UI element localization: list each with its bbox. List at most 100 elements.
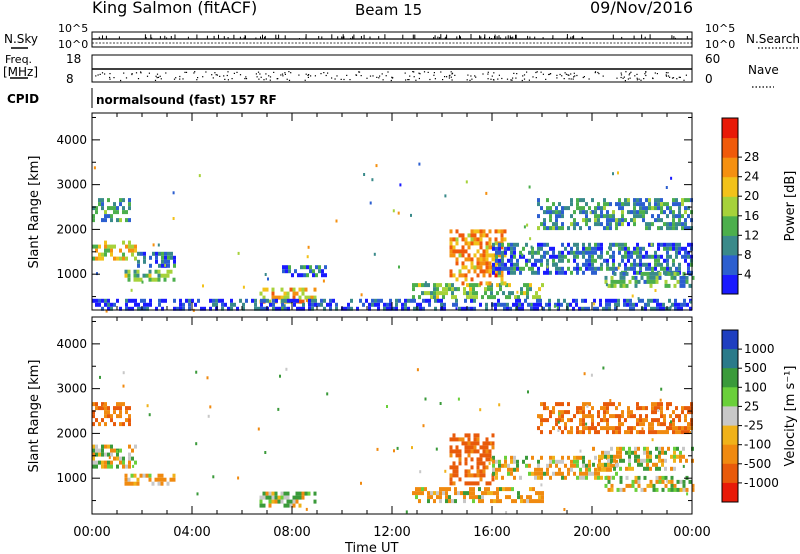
- echo-cell: [657, 242, 660, 247]
- echo-cell: [649, 283, 653, 288]
- echo-cell: [588, 242, 591, 247]
- echo-cell: [95, 418, 98, 423]
- echo-cell: [624, 262, 627, 267]
- echo-cell: [603, 214, 606, 219]
- echo-cell: [612, 414, 615, 419]
- echo-cell: [513, 266, 516, 271]
- echo-cell: [669, 226, 672, 231]
- echo-cell: [631, 275, 635, 280]
- echo-cell: [143, 259, 146, 264]
- echo-cell: [675, 214, 678, 219]
- echo-cell: [476, 469, 480, 474]
- echo-cell: [573, 258, 576, 263]
- echo-cell: [639, 214, 642, 219]
- echo-cell: [452, 433, 456, 438]
- echo-cell: [122, 422, 125, 427]
- echo-cell: [283, 295, 287, 300]
- echo-cell: [119, 448, 122, 453]
- echo-cell: [640, 462, 643, 467]
- nave-dot: [564, 72, 566, 74]
- nave-dot: [623, 76, 625, 78]
- echo-cell: [549, 414, 552, 419]
- echo-cell: [510, 471, 513, 476]
- echo-cell: [152, 243, 155, 247]
- nave-dot: [665, 75, 668, 77]
- echo-cell: [576, 475, 579, 480]
- echo-cell: [570, 250, 573, 255]
- echo-cell: [531, 250, 534, 255]
- echo-cell: [482, 461, 486, 466]
- echo-cell: [679, 450, 682, 455]
- echo-cell: [653, 306, 656, 311]
- echo-cell: [582, 402, 585, 407]
- echo-cell: [488, 237, 492, 242]
- echo-cell: [570, 246, 573, 251]
- echo-cell: [464, 445, 468, 450]
- nave-dot: [665, 74, 667, 76]
- echo-cell: [678, 266, 681, 271]
- echo-cell: [657, 262, 660, 267]
- echo-cell: [484, 487, 487, 492]
- echo-cell: [122, 384, 125, 388]
- nave-dot: [109, 76, 111, 79]
- echo-cell: [442, 491, 445, 496]
- echo-cell: [127, 269, 131, 274]
- echo-cell: [689, 306, 692, 311]
- echo-cell: [677, 302, 680, 307]
- echo-cell: [452, 302, 455, 307]
- echo-cell: [128, 240, 131, 245]
- echo-cell: [683, 302, 686, 307]
- echo-cell: [670, 466, 673, 471]
- echo-cell: [452, 237, 456, 242]
- echo-cell: [419, 306, 422, 311]
- echo-cell: [209, 405, 212, 409]
- echo-cell: [463, 291, 466, 296]
- echo-cell: [682, 446, 685, 451]
- echo-cell: [621, 414, 624, 419]
- echo-cell: [124, 481, 128, 486]
- echo-cell: [660, 430, 663, 435]
- nave-dot: [501, 77, 503, 80]
- echo-cell: [627, 254, 630, 259]
- echo-cell: [621, 422, 624, 427]
- echo-cell: [588, 414, 591, 419]
- noise-tick-bottom-right: 10^0: [705, 38, 735, 51]
- echo-cell: [458, 457, 462, 462]
- echo-cell: [496, 487, 499, 492]
- echo-cell: [510, 262, 513, 267]
- echo-cell: [570, 222, 573, 227]
- echo-cell: [686, 302, 689, 307]
- echo-cell: [445, 487, 448, 492]
- echo-cell: [502, 487, 505, 492]
- echo-cell: [110, 244, 113, 249]
- echo-cell: [669, 426, 672, 431]
- echo-cell: [567, 467, 570, 472]
- echo-cell: [644, 306, 647, 311]
- echo-cell: [254, 302, 257, 307]
- echo-cell: [283, 503, 287, 508]
- echo-cell: [531, 455, 534, 460]
- nave-dot: [358, 71, 361, 73]
- echo-cell: [687, 422, 690, 427]
- echo-cell: [514, 295, 517, 300]
- nave-dot: [448, 75, 450, 77]
- echo-cell: [609, 222, 612, 227]
- echo-cell: [501, 258, 504, 263]
- echo-cell: [594, 430, 597, 435]
- echo-cell: [492, 471, 495, 476]
- echo-cell: [613, 466, 616, 471]
- echo-cell: [637, 297, 640, 301]
- echo-cell: [615, 406, 618, 411]
- echo-cell: [476, 237, 480, 242]
- echo-cell: [588, 467, 591, 472]
- echo-cell: [660, 202, 663, 207]
- echo-cell: [627, 426, 630, 431]
- echo-cell: [476, 461, 480, 466]
- echo-cell: [648, 422, 651, 427]
- echo-cell: [92, 452, 95, 457]
- echo-cell: [92, 218, 95, 223]
- echo-cell: [133, 277, 137, 282]
- echo-cell: [461, 237, 465, 242]
